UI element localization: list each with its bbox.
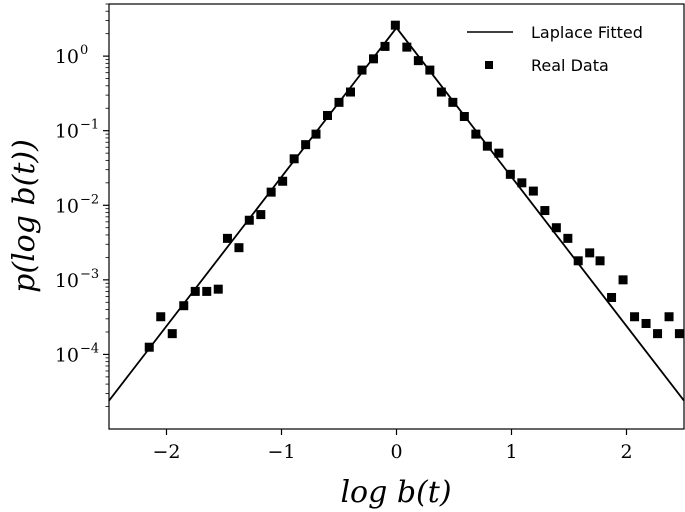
- data-point: [413, 56, 423, 66]
- data-point: [244, 215, 254, 225]
- data-point: [517, 178, 527, 188]
- y-tick-exponent: −4: [80, 341, 99, 356]
- data-point: [144, 342, 154, 352]
- y-tick-exponent: −1: [80, 118, 99, 133]
- data-point: [528, 186, 538, 196]
- data-point: [334, 97, 344, 107]
- data-point: [459, 112, 469, 122]
- data-point: [179, 301, 189, 311]
- data-point: [380, 41, 390, 51]
- data-point: [301, 140, 311, 150]
- y-tick-label: 10: [55, 344, 79, 366]
- data-point: [482, 141, 492, 151]
- laplace-fit-line-layer: [108, 26, 685, 402]
- legend-square-swatch: [485, 61, 493, 69]
- data-point: [674, 329, 684, 339]
- data-point: [167, 329, 177, 339]
- data-point: [311, 129, 321, 139]
- data-point: [369, 54, 378, 64]
- legend: Laplace Fitted Real Data: [467, 23, 643, 75]
- data-point: [278, 176, 288, 186]
- data-point: [346, 87, 355, 97]
- real-data-points-layer: [144, 20, 684, 352]
- data-point: [494, 148, 504, 158]
- data-point: [505, 169, 515, 179]
- data-point: [289, 154, 299, 164]
- y-tick-exponent: −2: [80, 192, 99, 207]
- data-point: [402, 42, 412, 52]
- data-point: [436, 87, 446, 97]
- y-axis-label: p(log b(t)): [7, 139, 42, 293]
- y-tick-label: 10: [55, 195, 79, 217]
- x-tick-label: −2: [152, 441, 180, 463]
- data-point: [618, 275, 628, 285]
- data-point: [390, 20, 400, 30]
- data-point: [563, 233, 573, 243]
- data-point: [156, 312, 166, 322]
- data-point: [573, 256, 583, 266]
- y-tick-label: 10: [55, 46, 79, 68]
- data-point: [653, 329, 663, 339]
- x-tick-label: 0: [390, 441, 402, 463]
- y-tick-label: 10: [55, 121, 79, 143]
- data-point: [202, 286, 212, 296]
- data-point: [357, 65, 367, 75]
- x-axis-label: log b(t): [340, 475, 451, 510]
- data-point: [540, 206, 550, 216]
- data-point: [471, 129, 481, 139]
- laplace-fitted-line: [108, 26, 685, 402]
- data-point: [585, 248, 595, 258]
- x-ticks: −2 −1 0 1 2: [152, 429, 633, 463]
- y-tick-exponent: 0: [80, 43, 88, 58]
- data-point: [630, 312, 640, 322]
- x-tick-label: 2: [620, 441, 632, 463]
- data-point: [256, 210, 266, 220]
- x-tick-label: 1: [505, 441, 517, 463]
- data-point: [234, 243, 244, 253]
- data-point: [266, 187, 276, 197]
- data-point: [425, 65, 435, 75]
- data-point: [607, 292, 617, 302]
- data-point: [213, 284, 223, 294]
- x-tick-label: −1: [267, 441, 295, 463]
- data-point: [190, 286, 200, 296]
- data-point: [664, 312, 674, 322]
- data-point: [641, 318, 651, 328]
- data-point: [222, 233, 232, 243]
- y-tick-exponent: −3: [80, 267, 99, 282]
- legend-label-laplace-fitted: Laplace Fitted: [531, 23, 643, 42]
- y-tick-label: 10: [55, 270, 79, 292]
- data-point: [323, 110, 332, 120]
- data-point: [448, 97, 458, 107]
- data-point: [595, 256, 605, 266]
- data-point: [551, 223, 561, 233]
- legend-label-real-data: Real Data: [531, 56, 609, 75]
